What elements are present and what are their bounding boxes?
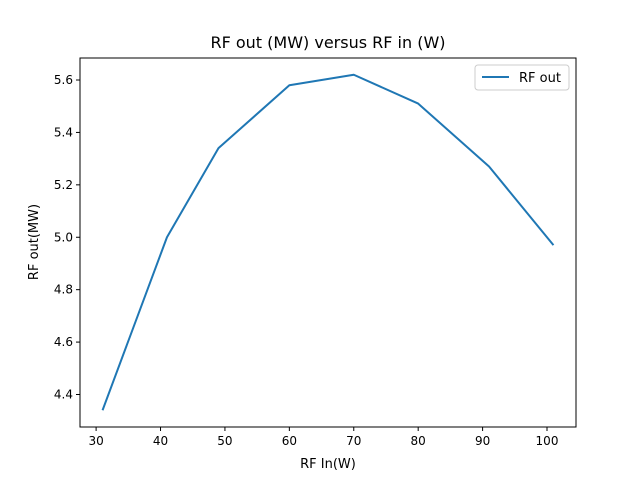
legend-label: RF out — [519, 71, 561, 86]
legend: RF out — [474, 64, 570, 91]
y-tick-label: 4.4 — [54, 388, 73, 402]
legend-box — [474, 64, 570, 91]
plot-frame — [79, 57, 577, 428]
x-tick-label: 40 — [153, 434, 168, 448]
chart-title: RF out (MW) versus RF in (W) — [210, 33, 445, 52]
x-tick-label: 70 — [346, 434, 361, 448]
x-axis: 30 40 50 60 70 80 90 100 — [88, 427, 558, 448]
y-axis-label: RF out(MW) — [27, 204, 42, 280]
x-tick-label: 30 — [88, 434, 103, 448]
y-tick-label: 5.2 — [54, 178, 73, 192]
y-axis: 4.4 4.6 4.8 5.0 5.2 5.4 5.6 — [54, 73, 80, 402]
y-tick-label: 4.6 — [54, 335, 73, 349]
x-tick-label: 90 — [475, 434, 490, 448]
x-tick-label: 50 — [217, 434, 232, 448]
x-tick-label: 100 — [536, 434, 559, 448]
x-tick-label: 80 — [411, 434, 426, 448]
y-tick-label: 5.4 — [54, 125, 73, 139]
y-tick-label: 5.0 — [54, 230, 73, 244]
series-line-rf-out — [101, 73, 555, 411]
x-tick-label: 60 — [282, 434, 297, 448]
y-tick-label: 4.8 — [54, 283, 73, 297]
y-tick-label: 5.6 — [54, 73, 73, 87]
x-axis-label: RF In(W) — [300, 457, 356, 472]
